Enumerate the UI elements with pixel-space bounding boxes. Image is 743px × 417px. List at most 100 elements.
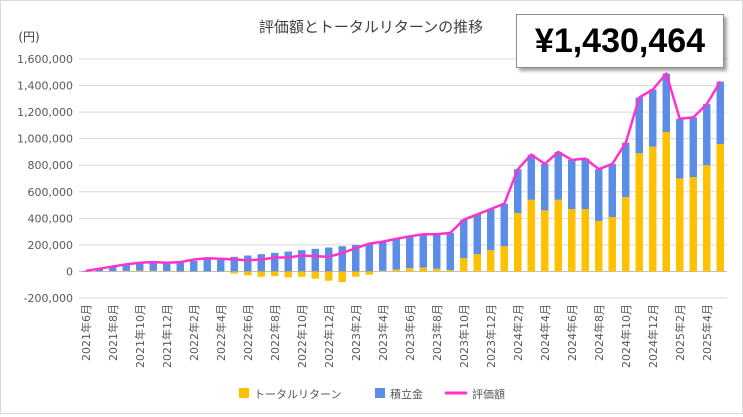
bar-contribution [703,104,710,165]
bar-total-return [663,132,670,271]
bar-contribution [366,244,373,272]
bar-contribution [609,164,616,217]
bar-contribution [312,249,319,272]
x-tick-label: 2022年6月 [241,304,255,361]
x-tick-label: 2024年4月 [538,304,552,361]
bar-total-return [460,258,467,271]
bar-total-return [690,177,697,271]
legend-swatch [375,388,385,398]
x-tick-label: 2024年8月 [592,304,606,361]
bar-total-return [177,271,184,272]
bar-total-return [285,271,292,277]
y-tick-label: 1,600,000 [17,53,73,66]
x-tick-label: 2023年10月 [457,304,471,368]
x-tick-label: 2022年10月 [295,304,309,368]
bar-contribution [568,160,575,209]
bar-total-return [514,213,521,271]
bar-total-return [487,250,494,271]
bar-contribution [244,256,251,272]
bar-contribution [474,214,481,254]
x-tick-label: 2022年2月 [187,304,201,361]
chart-title: 評価額とトータルリターンの推移 [259,18,483,36]
bar-contribution [676,119,683,179]
y-tick-label: 200,000 [28,239,74,252]
x-tick-label: 2024年10月 [619,304,633,368]
bar-contribution [447,233,454,270]
bar-total-return [231,271,238,273]
bar-total-return [136,271,143,272]
bar-total-return [555,200,562,272]
legend: トータルリターン 積立金 評価額 [239,387,505,401]
bar-total-return [447,270,454,271]
bar-contribution [298,250,305,271]
bar-total-return [339,271,346,282]
bar-contribution [393,239,400,270]
y-tick-label: 800,000 [28,159,74,172]
x-tick-label: 2024年2月 [511,304,525,361]
x-tick-label: 2021年6月 [79,304,93,361]
x-tick-label: 2023年4月 [376,304,390,361]
legend-swatch [239,388,249,398]
bar-contribution [204,259,211,271]
bar-contribution [649,90,656,147]
bar-total-return [636,153,643,271]
bar-contribution [420,234,427,267]
bar-contribution [406,236,413,268]
bar-series [82,74,724,282]
total-value-badge: ¥1,430,464 [516,14,724,68]
bar-contribution [528,155,535,200]
bar-total-return [393,269,400,271]
y-tick-label: 1,400,000 [17,80,73,93]
bar-total-return [649,147,656,272]
bar-contribution [541,164,548,210]
bar-total-return [501,246,508,271]
bar-total-return [352,271,359,276]
x-tick-label: 2024年6月 [565,304,579,361]
bar-total-return [312,271,319,278]
x-tick-label: 2023年12月 [484,304,498,368]
bar-total-return [703,165,710,271]
bar-total-return [474,254,481,271]
bar-total-return [379,271,386,272]
x-tick-label: 2023年8月 [430,304,444,361]
bar-total-return [271,271,278,276]
legend-label: 評価額 [472,387,505,401]
legend-label: トータルリターン [254,388,341,401]
bar-contribution [487,209,494,250]
bar-contribution [258,254,265,271]
bar-total-return [676,179,683,272]
y-tick-label: 1,200,000 [17,106,73,119]
y-tick-label: 1,000,000 [17,133,73,146]
x-tick-label: 2022年8月 [268,304,282,361]
bar-contribution [190,261,197,272]
x-tick-label: 2025年4月 [700,304,714,361]
legend-label: 積立金 [390,387,423,401]
x-tick-label: 2023年6月 [403,304,417,361]
bar-contribution [433,234,440,269]
bar-total-return [433,269,440,272]
bar-contribution [271,253,278,272]
bar-contribution [717,82,724,144]
bar-contribution [339,246,346,271]
bar-total-return [541,210,548,271]
bar-total-return [150,271,157,272]
bar-total-return [622,197,629,271]
bar-contribution [595,169,602,221]
x-tick-label: 2025年2月 [673,304,687,361]
x-tick-label: 2021年12月 [160,304,174,368]
bar-total-return [420,267,427,271]
bar-contribution [555,152,562,200]
bar-contribution [325,248,332,272]
bar-total-return [406,268,413,271]
y-tick-label: 600,000 [28,186,74,199]
bar-total-return [717,144,724,271]
y-tick-label: 400,000 [28,212,74,225]
bar-total-return [258,271,265,276]
x-tick-label: 2021年8月 [106,304,120,361]
y-axis-unit-label: (円) [18,30,39,44]
bar-total-return [298,271,305,276]
bar-contribution [690,117,697,177]
x-tick-label: 2023年2月 [349,304,363,361]
